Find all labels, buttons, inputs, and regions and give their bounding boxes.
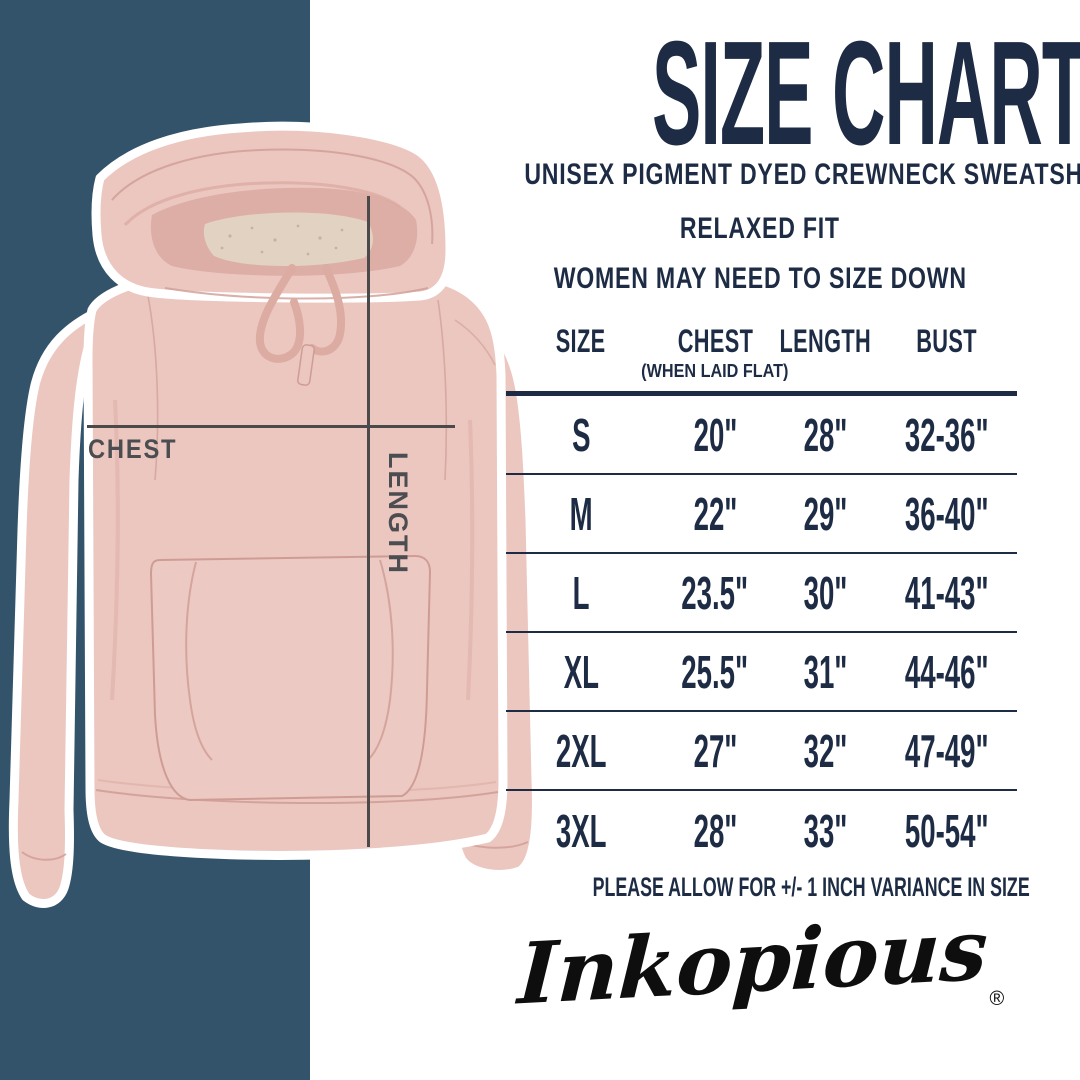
table-row-m: M 22" 29" 36-40" (506, 475, 1017, 554)
column-header-size: SIZE (556, 322, 606, 359)
hoodie-product-photo (8, 126, 537, 908)
table-row-l: L 23.5" 30" 41-43" (506, 554, 1017, 633)
table-header-rule (506, 391, 1017, 396)
hoodie-pocket (149, 554, 432, 802)
chest-note-row: (WHEN LAID FLAT) (506, 360, 1017, 382)
column-header-length: LENGTH (779, 322, 871, 359)
chest-measurement-line (87, 425, 455, 428)
length-measurement-line (367, 196, 370, 847)
registered-trademark-icon: ® (989, 988, 1005, 1010)
chest-measurement-label: CHEST (88, 434, 178, 464)
table-row-2xl: 2XL 27" 32" 47-49" (506, 712, 1017, 791)
size-table: SIZE CHEST LENGTH BUST (WHEN LAID FLAT) … (506, 322, 1017, 870)
page-title: SIZE CHART (652, 11, 1080, 176)
table-row-s: S 20" 28" 32-36" (506, 396, 1017, 475)
hoodie-left-sleeve (8, 307, 102, 908)
subtitle-sizing-advice: WOMEN MAY NEED TO SIZE DOWN (553, 262, 967, 295)
subtitle-product: UNISEX PIGMENT DYED CREWNECK SWEATSHIRT (524, 158, 1080, 191)
lining-flecks (220, 224, 344, 256)
size-table-header: SIZE CHEST LENGTH BUST (506, 322, 1017, 360)
variance-note: PLEASE ALLOW FOR +/- 1 INCH VARIANCE IN … (592, 872, 1030, 902)
drawstring-aglet (297, 344, 315, 386)
column-header-bust: BUST (916, 322, 977, 359)
hood-inner-lining (203, 212, 373, 267)
chest-note: (WHEN LAID FLAT) (641, 360, 789, 381)
brand-logo: Inkopious® (435, 900, 1080, 1024)
hood-drawstrings (255, 264, 345, 363)
table-row-xl: XL 25.5" 31" 44-46" (506, 633, 1017, 712)
subtitle-fit: RELAXED FIT (680, 212, 840, 245)
length-measurement-label: LENGTH (383, 452, 413, 575)
brand-logo-script: Inkopious (515, 899, 990, 1024)
column-header-chest: CHEST (677, 322, 753, 359)
table-row-3xl: 3XL 28" 33" 50-54" (555, 804, 989, 857)
